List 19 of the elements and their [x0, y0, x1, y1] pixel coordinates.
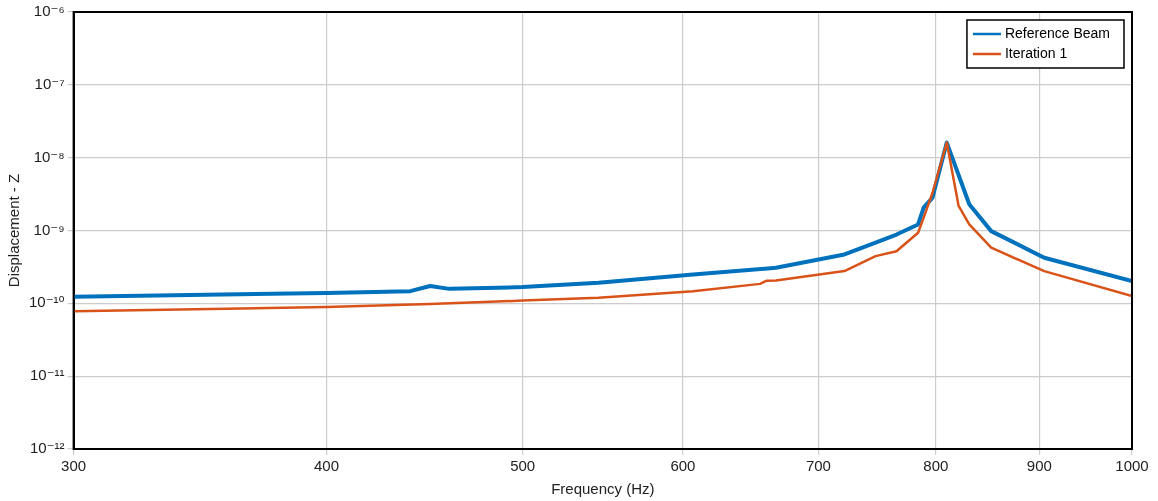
x-tick-label: 1000	[1115, 457, 1149, 475]
x-tick-label: 500	[510, 457, 536, 475]
x-tick-label: 600	[670, 457, 696, 475]
y-tick-label: 10⁻⁶	[33, 2, 65, 20]
y-tick-label: 10⁻⁹	[33, 220, 65, 238]
y-tick-label: 10⁻⁸	[33, 147, 65, 165]
x-axis-title: Frequency (Hz)	[551, 480, 655, 498]
legend-label: Iteration 1	[1004, 44, 1068, 61]
y-tick-label: 10⁻¹⁰	[28, 293, 65, 311]
legend-label: Reference Beam	[1004, 24, 1111, 41]
y-axis-title: Displacement - Z	[5, 173, 23, 288]
x-tick-label: 400	[313, 457, 340, 475]
x-tick-label: 800	[923, 457, 949, 475]
x-tick-label: 300	[61, 457, 87, 475]
y-tick-label: 10⁻⁷	[34, 74, 65, 92]
y-tick-label: 10⁻¹²	[30, 439, 65, 457]
x-tick-label: 700	[805, 457, 831, 475]
y-tick-label: 10⁻¹¹	[30, 366, 65, 384]
x-tick-label: 900	[1026, 457, 1052, 475]
